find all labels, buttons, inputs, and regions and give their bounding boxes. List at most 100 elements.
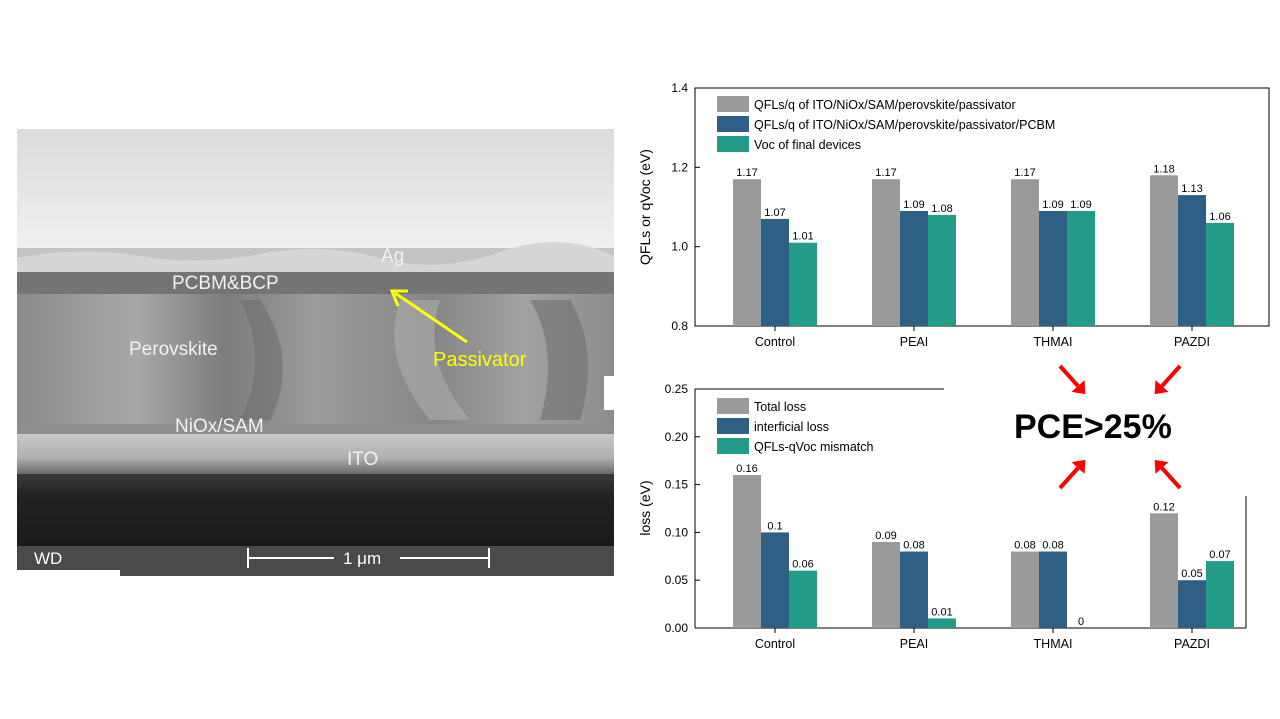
data-label: 0.1 xyxy=(767,520,782,532)
y-tick-label: 0.25 xyxy=(665,382,689,396)
legend-swatch xyxy=(717,136,749,152)
x-tick-label: THMAI xyxy=(1034,637,1073,651)
y-tick-label: 1.2 xyxy=(671,160,688,174)
x-tick-label: PAZDI xyxy=(1174,335,1210,349)
bar xyxy=(928,618,956,628)
red-arrow-icon xyxy=(1058,459,1086,490)
x-tick-label: Control xyxy=(755,335,795,349)
legend-label: Total loss xyxy=(754,400,806,414)
sem-label-perovskite: Perovskite xyxy=(129,339,218,360)
data-label: 0.08 xyxy=(1042,540,1063,552)
bar xyxy=(872,541,900,628)
x-tick-label: Control xyxy=(755,637,795,651)
data-label: 0.08 xyxy=(1014,540,1035,552)
legend-label: Voc of final devices xyxy=(754,138,861,152)
scale-bar-wd: WD xyxy=(34,549,62,568)
bar xyxy=(733,179,761,326)
data-label: 1.17 xyxy=(1014,167,1035,179)
red-arrow-icon xyxy=(1154,364,1182,395)
plot-frame xyxy=(694,87,1270,327)
sem-label-ag: Ag xyxy=(381,246,404,267)
y-tick-label: 1.4 xyxy=(671,81,688,95)
data-label: 0.16 xyxy=(736,463,757,475)
data-label: 0.01 xyxy=(931,606,952,618)
bar xyxy=(1011,551,1039,628)
data-label: 0.06 xyxy=(792,559,813,571)
bar xyxy=(1039,551,1067,628)
data-label: 0.05 xyxy=(1181,568,1202,580)
sem-label-ito: ITO xyxy=(347,449,378,470)
bar xyxy=(928,214,956,326)
data-label: 1.08 xyxy=(931,203,952,215)
legend-swatch xyxy=(717,96,749,112)
legend-label: QFLs-qVoc mismatch xyxy=(754,440,874,454)
data-label: 0.08 xyxy=(903,540,924,552)
sem-label-niox-sam: NiOx/SAM xyxy=(175,416,264,437)
y-tick-label: 0.05 xyxy=(665,573,689,587)
bar xyxy=(1039,210,1067,326)
data-label: 0.12 xyxy=(1153,501,1174,513)
data-label: 1.09 xyxy=(1042,199,1063,211)
sem-label-passivator: Passivator xyxy=(433,349,527,371)
data-label: 1.09 xyxy=(1070,199,1091,211)
x-tick-label: THMAI xyxy=(1034,335,1073,349)
bar xyxy=(733,475,761,628)
data-label: 1.13 xyxy=(1181,183,1202,195)
legend-swatch xyxy=(717,418,749,434)
bar xyxy=(1150,513,1178,628)
scale-bar-length: 1 μm xyxy=(343,549,381,568)
bar xyxy=(1067,210,1095,326)
bar xyxy=(761,218,789,326)
x-tick-label: PAZDI xyxy=(1174,637,1210,651)
bar xyxy=(1011,179,1039,326)
y-tick-label: 0.8 xyxy=(671,319,688,333)
y-tick-label: 0.20 xyxy=(665,430,689,444)
y-tick-label: 0.15 xyxy=(665,478,689,492)
data-label: 1.06 xyxy=(1209,211,1230,223)
red-arrows xyxy=(1058,364,1182,490)
data-label: 1.09 xyxy=(903,199,924,211)
legend-swatch xyxy=(717,116,749,132)
pce-highlight-text: PCE>25% xyxy=(1014,408,1172,446)
passivator-arrow-icon xyxy=(389,289,468,344)
scale-bar-icon xyxy=(247,548,490,568)
legend-label: QFLs/q of ITO/NiOx/SAM/perovskite/passiv… xyxy=(754,98,1016,112)
bar xyxy=(789,570,817,628)
data-label: 1.01 xyxy=(792,231,813,243)
data-label: 0 xyxy=(1078,616,1084,628)
bar xyxy=(1178,580,1206,628)
bar xyxy=(1150,175,1178,326)
bar xyxy=(1178,195,1206,326)
y-axis-label: QFLs or qVoc (eV) xyxy=(637,149,653,265)
bar xyxy=(1206,561,1234,628)
bar xyxy=(872,179,900,326)
legend-label: QFLs/q of ITO/NiOx/SAM/perovskite/passiv… xyxy=(754,118,1055,132)
data-label: 0.07 xyxy=(1209,549,1230,561)
red-arrow-icon xyxy=(1058,364,1086,395)
legend-label: interficial loss xyxy=(754,420,829,434)
x-tick-label: PEAI xyxy=(900,637,929,651)
bar xyxy=(900,551,928,628)
y-tick-label: 1.0 xyxy=(671,240,688,254)
data-label: 1.17 xyxy=(736,167,757,179)
y-axis-label: loss (eV) xyxy=(637,480,653,535)
data-label: 1.18 xyxy=(1153,163,1174,175)
chart-qfls-qvoc: 0.8 1.0 1.2 1.4 QFLs or qVoc (eV) Control 1.17… xyxy=(637,81,1270,349)
legend-swatch xyxy=(717,398,749,414)
data-label: 1.07 xyxy=(764,207,785,219)
sem-label-pcbm-bcp: PCBM&BCP xyxy=(172,273,279,294)
bar xyxy=(761,532,789,628)
data-label: 1.17 xyxy=(875,167,896,179)
bar xyxy=(900,210,928,326)
data-label: 0.09 xyxy=(875,530,896,542)
y-tick-label: 0.00 xyxy=(665,621,689,635)
x-tick-label: PEAI xyxy=(900,335,929,349)
bar xyxy=(1206,222,1234,326)
red-arrow-icon xyxy=(1154,459,1182,490)
legend-swatch xyxy=(717,438,749,454)
y-tick-label: 0.10 xyxy=(665,525,689,539)
bar xyxy=(789,242,817,326)
